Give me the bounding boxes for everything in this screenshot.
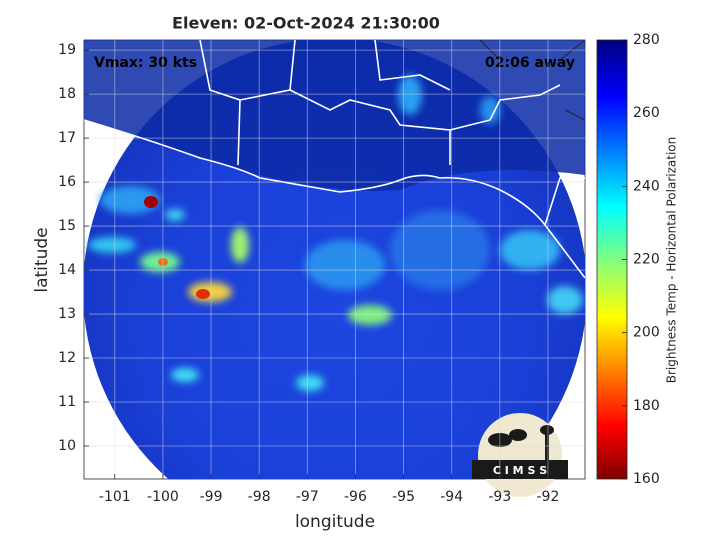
annotation: 02:06 away xyxy=(485,55,575,71)
colorbar-tick-label: 280 xyxy=(633,32,660,48)
x-tick-label: -96 xyxy=(344,489,367,505)
x-axis-label: longitude xyxy=(295,512,375,532)
y-tick-label: 19 xyxy=(58,42,76,58)
logo-text: C I M S S xyxy=(493,464,547,477)
y-tick-label: 13 xyxy=(58,306,76,322)
x-tick-label: -100 xyxy=(147,489,179,505)
x-tick-label: -97 xyxy=(296,489,319,505)
colorbar-tick-label: 260 xyxy=(633,105,660,121)
y-tick-label: 12 xyxy=(58,350,76,366)
x-tick-label: -94 xyxy=(440,489,463,505)
logo: C I M S S xyxy=(472,413,568,497)
y-tick-label: 17 xyxy=(58,130,76,146)
y-tick-label: 14 xyxy=(58,262,76,278)
y-tick-label: 15 xyxy=(58,218,76,234)
y-tick-label: 16 xyxy=(58,174,76,190)
x-tick-label: -95 xyxy=(392,489,415,505)
chart-title: Eleven: 02-Oct-2024 21:30:00 xyxy=(172,14,440,33)
annotation: Vmax: 30 kts xyxy=(94,55,197,71)
y-tick-label: 10 xyxy=(58,438,76,454)
colorbar-tick-label: 180 xyxy=(633,398,660,414)
x-tick-label: -92 xyxy=(537,489,560,505)
x-tick-label: -98 xyxy=(248,489,271,505)
colorbar-tick-label: 200 xyxy=(633,325,660,341)
y-axis-label: latitude xyxy=(32,227,52,292)
x-tick-label: -93 xyxy=(488,489,511,505)
colorbar-tick-label: 160 xyxy=(633,471,660,487)
colorbar-tick-label: 240 xyxy=(633,178,660,194)
x-tick-label: -99 xyxy=(200,489,223,505)
x-tick-label: -101 xyxy=(99,489,131,505)
y-tick-label: 18 xyxy=(58,86,76,102)
colorbar-tick-label: 220 xyxy=(633,252,660,268)
y-tick-label: 11 xyxy=(58,394,76,410)
colorbar-label: Brightness Temp - Horizontal Polarizatio… xyxy=(665,137,679,384)
